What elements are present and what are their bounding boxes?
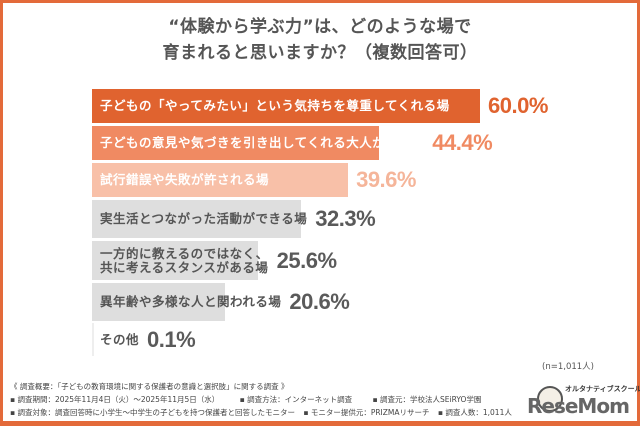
bar-label-line: 子どもの意見や気づきを引き出してくれる大人がいる場 — [100, 135, 425, 150]
survey-details-1: ▪ 調査期間：2025年11月4日（火）～2025年11月5日（水） ▪ 調査方… — [10, 393, 530, 406]
bar-label-line: その他 — [100, 332, 140, 347]
bar — [92, 283, 226, 321]
bar-label: 実生活とつながった活動ができる場 — [100, 200, 307, 238]
survey-method: ▪ 調査方法：インターネット調査 — [239, 395, 353, 404]
bar-row: 子どもの意見や気づきを引き出してくれる大人がいる場 44.4% — [92, 126, 612, 160]
bar-value: 32.3% — [315, 206, 376, 231]
survey-summary: 《 調査概要：「子どもの教育環境に関する保護者の意識と選択肢」に関する調査 》 — [10, 382, 289, 391]
bar-label-line: 異年齢や多様な人と関われる場 — [100, 294, 282, 309]
bar — [92, 241, 258, 280]
bar-label-line: 共に考えるスタンスがある場 — [100, 259, 269, 275]
bar-value: 25.6% — [276, 247, 337, 273]
bar — [92, 163, 349, 197]
bar — [92, 89, 480, 123]
bar-label: 一方的に教えるのではなく、 共に考えるスタンスがある場 — [100, 241, 269, 280]
bar-value: 44.4% — [432, 130, 493, 155]
bar-value: 39.6% — [356, 167, 416, 192]
bar-row: 実生活とつながった活動ができる場 32.3% — [92, 200, 612, 238]
bar-label-line: 子どもの「やってみたい」という気持ちを尊重してくれる場 — [100, 98, 450, 113]
bar-label: 子どもの「やってみたい」という気持ちを尊重してくれる場 — [100, 89, 450, 123]
survey-period: ▪ 調査期間：2025年11月4日（火）～2025年11月5日（水） — [10, 395, 220, 404]
survey-footer: 《 調査概要：「子どもの教育環境に関する保護者の意識と選択肢」に関する調査 》 … — [10, 380, 530, 419]
chart-title-line1: “体験から学ぶ力”は、どのような場で — [168, 17, 472, 37]
bar-row: その他 0.1% — [92, 324, 612, 356]
bar-row: 一方的に教えるのではなく、 共に考えるスタンスがある場 25.6% — [92, 241, 612, 280]
chart-title-line2: 育まれると思いますか？（複数回答可） — [162, 43, 478, 63]
survey-target: ▪ 調査対象：調査回答時に小学生～中学生の子どもを持つ保護者と回答したモニター — [10, 408, 295, 417]
resemom-logo: オルタナティブスクール ReseMom — [527, 384, 640, 420]
bar-label-line: 実生活とつながった活動ができる場 — [100, 211, 308, 226]
bar-chart: 子どもの「やってみたい」という気持ちを尊重してくれる場 60.0% 子どもの意見や気… — [92, 89, 612, 359]
bar-label-line: 試行錯誤や失敗が許される場 — [100, 172, 270, 187]
baseline-divider — [92, 323, 94, 355]
survey-source: ▪ 調査元：学校法人SEiRYO学園 — [372, 395, 482, 404]
bar-value: 60.0% — [488, 93, 548, 118]
sample-size-note: (n=1,011人) — [542, 362, 594, 372]
survey-details-2: ▪ 調査対象：調査回答時に小学生～中学生の子どもを持つ保護者と回答したモニター … — [10, 406, 530, 419]
bar — [92, 126, 380, 160]
logo-name: ReseMom — [527, 394, 630, 418]
bar-row: 試行錯誤や失敗が許される場 39.6% — [92, 163, 612, 197]
bar-label: 試行錯誤や失敗が許される場 — [100, 163, 269, 197]
bar-value: 20.6% — [289, 289, 350, 314]
bar — [92, 200, 301, 238]
school-emblem-icon — [537, 386, 563, 412]
bar-label: 子どもの意見や気づきを引き出してくれる大人がいる場 — [100, 126, 424, 160]
survey-count: ▪ 調査人数：1,011人 — [437, 408, 512, 417]
bar-label-line: 一方的に教えるのではなく、 — [100, 245, 269, 261]
bar-label: 異年齢や多様な人と関われる場 — [100, 283, 281, 321]
chart-title: “体験から学ぶ力”は、どのような場で 育まれると思いますか？（複数回答可） — [0, 14, 640, 66]
bar-value: 0.1% — [147, 327, 196, 352]
bar-row: 子どもの「やってみたい」という気持ちを尊重してくれる場 60.0% — [92, 89, 612, 123]
bar-label: その他 — [100, 324, 139, 356]
bar-row: 異年齢や多様な人と関われる場 20.6% — [92, 283, 612, 321]
survey-provider: ▪ モニター提供元：PRIZMAリサーチ — [303, 408, 430, 417]
logo-tagline: オルタナティブスクール — [565, 385, 640, 393]
